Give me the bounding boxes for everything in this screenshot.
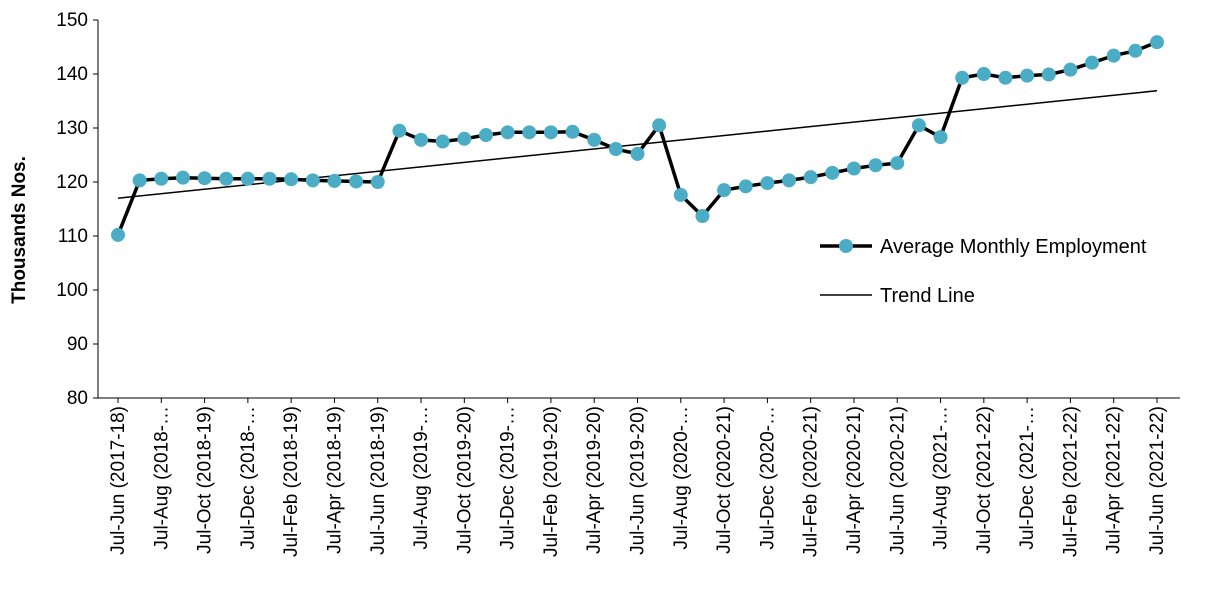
x-tick-label: Jul-Jun (2018-19) bbox=[368, 406, 389, 555]
data-point bbox=[717, 183, 732, 198]
x-tick-label: Jul-Jun (2017-18) bbox=[108, 406, 129, 555]
data-point bbox=[154, 171, 169, 186]
data-point bbox=[500, 125, 515, 140]
data-point bbox=[998, 70, 1013, 85]
data-point bbox=[911, 118, 926, 133]
data-point bbox=[608, 142, 623, 157]
data-point bbox=[305, 173, 320, 188]
y-tick-label: 90 bbox=[67, 334, 88, 355]
data-point bbox=[803, 170, 818, 185]
data-point bbox=[327, 173, 342, 188]
x-tick-label: Jul-Jun (2020-21) bbox=[887, 406, 908, 555]
legend-series-label: Average Monthly Employment bbox=[880, 236, 1147, 258]
data-point bbox=[933, 130, 948, 145]
data-point bbox=[673, 187, 688, 202]
series-line bbox=[116, 40, 1158, 236]
x-tick-label: Jul-Jun (2021-22) bbox=[1147, 406, 1168, 555]
y-tick-label: 150 bbox=[56, 10, 88, 31]
x-tick-label: Jul-Dec (2021-… bbox=[1017, 406, 1038, 550]
legend-series-marker bbox=[839, 239, 853, 253]
data-point bbox=[478, 128, 493, 143]
x-tick-label: Jul-Dec (2019-… bbox=[498, 406, 519, 550]
x-tick-label: Jul-Jun (2019-20) bbox=[628, 406, 649, 555]
employment-series bbox=[111, 35, 1164, 242]
x-tick-label: Jul-Feb (2018-19) bbox=[281, 406, 302, 557]
data-point bbox=[955, 70, 970, 85]
data-point bbox=[825, 165, 840, 180]
data-point bbox=[219, 171, 234, 186]
x-tick-label: Jul-Apr (2019-20) bbox=[584, 406, 605, 554]
data-point bbox=[1106, 48, 1121, 63]
y-tick-label: 120 bbox=[56, 172, 88, 193]
data-point bbox=[1041, 67, 1056, 82]
data-point bbox=[1063, 62, 1078, 77]
y-tick-labels: 80 90 100 110 120 130 140 150 bbox=[56, 10, 88, 409]
y-tick-label: 140 bbox=[56, 64, 88, 85]
y-tick-label: 130 bbox=[56, 118, 88, 139]
data-point bbox=[1085, 55, 1100, 70]
data-point bbox=[565, 124, 580, 139]
data-point bbox=[976, 67, 991, 81]
data-point bbox=[630, 146, 645, 161]
x-tick-label: Jul-Aug (2018-… bbox=[151, 406, 172, 550]
data-point bbox=[652, 118, 667, 133]
data-point bbox=[890, 156, 905, 171]
x-tick-label: Jul-Apr (2021-22) bbox=[1104, 406, 1125, 554]
x-tick-label: Jul-Dec (2018-… bbox=[238, 406, 259, 550]
x-tick-label: Jul-Aug (2020-… bbox=[671, 406, 692, 550]
y-tick-label: 110 bbox=[58, 226, 88, 247]
data-point bbox=[543, 125, 558, 140]
x-tick-label: Jul-Feb (2020-21) bbox=[801, 406, 822, 557]
data-point bbox=[522, 125, 537, 140]
data-point bbox=[435, 134, 450, 149]
x-tick-label: Jul-Aug (2021-… bbox=[931, 406, 952, 550]
data-point bbox=[1128, 43, 1143, 58]
data-point bbox=[782, 173, 797, 188]
data-point bbox=[846, 161, 861, 176]
y-axis-title: Thousands Nos. bbox=[9, 156, 30, 304]
x-tick-labels: Jul-Jun (2017-18) Jul-Aug (2018-… Jul-Oct … bbox=[108, 406, 1168, 557]
data-point bbox=[760, 176, 775, 191]
data-point bbox=[1150, 35, 1164, 50]
data-point bbox=[1020, 68, 1035, 83]
data-point bbox=[457, 131, 472, 146]
data-point bbox=[370, 175, 385, 189]
data-point bbox=[868, 158, 883, 173]
x-tick-label: Jul-Oct (2021-22) bbox=[974, 406, 995, 554]
data-point bbox=[695, 209, 710, 224]
data-point bbox=[738, 179, 753, 194]
legend-trend-label: Trend Line bbox=[880, 285, 975, 307]
x-tick-label: Jul-Oct (2020-21) bbox=[714, 406, 735, 554]
data-point bbox=[587, 132, 602, 147]
x-tick-label: Jul-Aug (2019-… bbox=[411, 406, 432, 550]
x-tick-label: Jul-Oct (2019-20) bbox=[454, 406, 475, 554]
data-point bbox=[262, 171, 277, 186]
x-tick-label: Jul-Feb (2021-22) bbox=[1060, 406, 1081, 557]
x-tick-label: Jul-Dec (2020-… bbox=[757, 406, 778, 550]
axes bbox=[93, 19, 1180, 403]
data-point bbox=[284, 172, 299, 187]
data-point bbox=[392, 123, 407, 138]
data-point bbox=[111, 227, 125, 242]
y-tick-label: 80 bbox=[67, 388, 88, 409]
data-point bbox=[414, 132, 429, 147]
y-tick-label: 100 bbox=[56, 280, 88, 301]
data-point bbox=[349, 174, 364, 189]
x-tick-label: Jul-Apr (2018-19) bbox=[324, 406, 345, 554]
x-tick-label: Jul-Apr (2020-21) bbox=[844, 406, 865, 554]
data-point bbox=[197, 171, 212, 186]
legend: Average Monthly Employment Trend Line bbox=[820, 236, 1147, 307]
data-point bbox=[240, 171, 255, 186]
data-point bbox=[175, 170, 190, 185]
x-tick-label: Jul-Oct (2018-19) bbox=[195, 406, 216, 554]
x-tick-label: Jul-Feb (2019-20) bbox=[541, 406, 562, 557]
data-point bbox=[132, 173, 147, 188]
